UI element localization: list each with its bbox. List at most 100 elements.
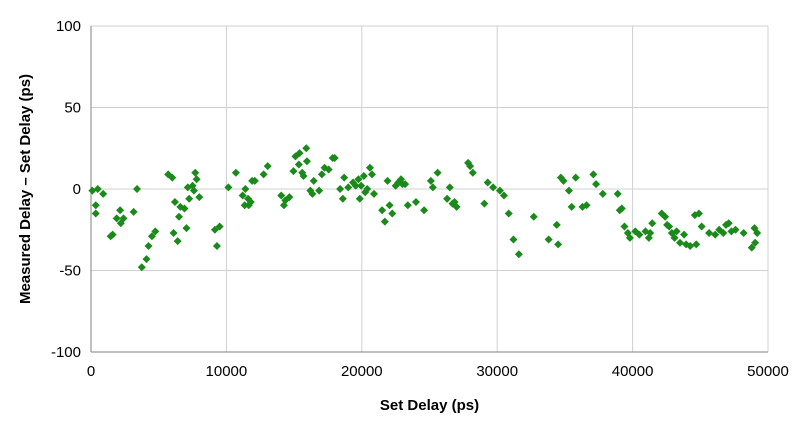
x-tick-label: 0 (87, 363, 95, 380)
y-axis-title: Measured Delay – Set Delay (ps) (17, 74, 34, 304)
x-tick-label: 10000 (206, 363, 248, 380)
data-point (753, 229, 762, 238)
data-point (719, 229, 728, 238)
data-point (711, 230, 720, 239)
data-point (168, 173, 177, 182)
data-point (401, 180, 410, 189)
data-point (385, 201, 394, 210)
data-point (661, 212, 670, 221)
data-point (302, 144, 311, 153)
data-point (359, 171, 368, 180)
data-point (185, 194, 194, 203)
data-point (751, 238, 760, 247)
data-point (142, 255, 151, 264)
data-point (241, 185, 250, 193)
data-point (212, 242, 221, 251)
data-point (648, 219, 657, 228)
data-point (289, 167, 298, 176)
data-point (195, 193, 204, 202)
data-point (93, 185, 102, 193)
data-point (692, 240, 701, 249)
data-point (91, 209, 100, 218)
data-point (598, 189, 607, 198)
data-point (224, 183, 233, 192)
data-point (354, 175, 363, 184)
data-point (317, 170, 326, 179)
data-point (151, 227, 160, 236)
data-point (191, 168, 200, 177)
data-point (646, 229, 655, 238)
data-point (315, 186, 324, 195)
data-point (672, 227, 681, 236)
data-point (582, 201, 591, 210)
x-tick-label: 40000 (612, 363, 654, 380)
data-point (617, 204, 626, 213)
data-point (420, 206, 429, 215)
data-point (686, 242, 695, 251)
data-point (739, 229, 748, 238)
data-point (665, 222, 674, 231)
data-point (571, 173, 580, 182)
data-point (238, 191, 247, 200)
data-point (137, 263, 146, 272)
data-point (544, 235, 553, 244)
data-point (250, 176, 259, 185)
data-point (564, 186, 573, 195)
data-point (509, 235, 518, 244)
data-point (173, 237, 182, 246)
data-point (468, 168, 477, 177)
y-tick-label: -50 (59, 263, 81, 280)
data-point (365, 163, 374, 172)
data-point (747, 243, 756, 252)
data-point (295, 149, 304, 158)
y-tick-label: -100 (51, 344, 81, 361)
data-point (592, 180, 601, 189)
data-point (246, 198, 255, 207)
data-point (324, 165, 333, 174)
data-point (480, 199, 489, 208)
data-point (112, 214, 121, 223)
data-point (91, 201, 100, 210)
data-point (428, 183, 437, 192)
data-point (259, 170, 268, 179)
data-point (443, 194, 452, 203)
data-point (308, 189, 317, 198)
data-point (620, 222, 629, 231)
data-point (175, 212, 184, 221)
data-point (263, 162, 272, 171)
data-point (277, 191, 286, 200)
data-point (625, 233, 634, 242)
data-point (147, 232, 156, 241)
data-point (369, 189, 378, 198)
data-point (483, 178, 492, 187)
tick-labels: 0 10000 20000 30000 40000 50000 100 50 0 -50 -100 (51, 18, 789, 380)
data-point (589, 170, 598, 179)
data-point (635, 230, 644, 239)
data-point (340, 173, 349, 182)
data-point (554, 240, 563, 249)
data-point (170, 198, 179, 207)
data-point (378, 206, 387, 215)
data-point (344, 183, 353, 192)
data-point (119, 214, 128, 223)
data-points (88, 144, 762, 272)
data-point (613, 189, 622, 198)
data-point (514, 250, 523, 259)
data-point (670, 233, 679, 242)
data-point (567, 202, 576, 211)
data-point (426, 176, 435, 185)
data-point (499, 191, 508, 200)
data-point (169, 229, 178, 238)
data-point (182, 224, 191, 233)
data-point (351, 181, 360, 190)
data-point (367, 170, 376, 179)
data-point (129, 207, 138, 216)
data-point (299, 171, 308, 180)
data-point (285, 193, 294, 202)
data-point (231, 168, 240, 177)
x-tick-label: 50000 (747, 363, 789, 380)
data-point (411, 198, 420, 207)
y-tick-label: 0 (73, 181, 81, 198)
